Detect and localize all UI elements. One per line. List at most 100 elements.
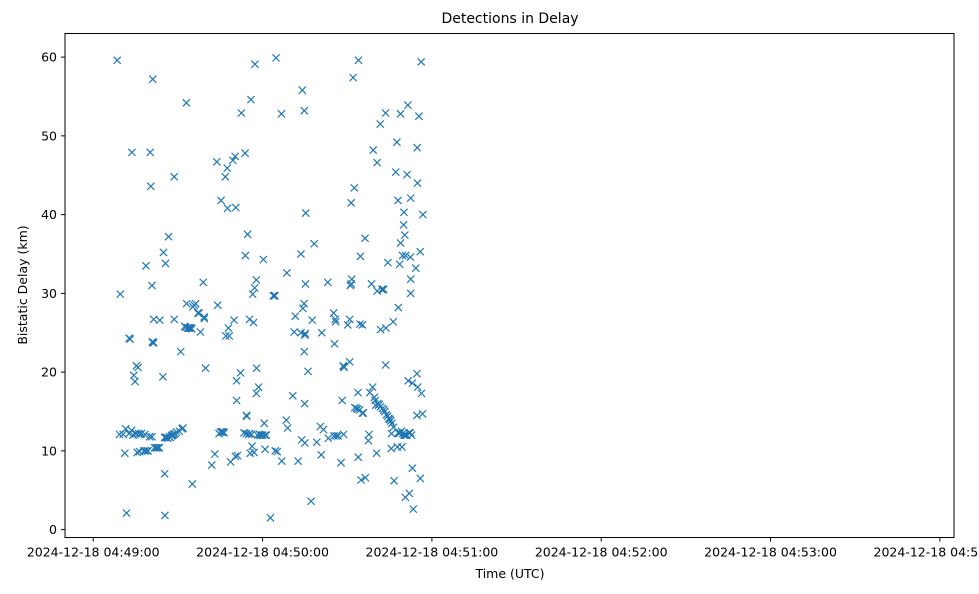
data-point: [252, 389, 261, 398]
data-point: [231, 452, 240, 461]
data-point: [418, 210, 427, 219]
data-point: [317, 450, 326, 459]
data-point: [188, 479, 197, 488]
data-point: [334, 431, 343, 440]
data-point: [232, 396, 241, 405]
data-point: [301, 279, 310, 288]
data-point: [232, 376, 241, 385]
data-point: [154, 443, 163, 452]
data-point: [250, 60, 259, 69]
data-point: [369, 146, 378, 155]
data-point: [409, 505, 418, 514]
data-point: [379, 285, 388, 294]
data-point: [386, 416, 395, 425]
data-point: [228, 156, 237, 165]
data-point: [331, 315, 340, 324]
data-point: [116, 290, 125, 299]
data-point: [417, 389, 426, 398]
data-point: [406, 194, 415, 203]
data-point: [405, 489, 414, 498]
data-point: [398, 251, 407, 260]
data-point: [329, 309, 338, 318]
data-point: [272, 53, 281, 62]
data-point: [258, 431, 267, 440]
data-point: [199, 278, 208, 287]
data-point: [113, 56, 122, 65]
data-point: [170, 172, 179, 181]
data-point: [401, 251, 410, 260]
data-point: [408, 464, 417, 473]
y-tick-label: 0: [49, 522, 57, 537]
data-point: [141, 261, 151, 270]
data-point: [406, 289, 415, 298]
data-point: [243, 230, 252, 239]
data-point: [343, 320, 352, 329]
data-point: [347, 275, 356, 284]
data-point: [140, 430, 149, 439]
y-tick-label: 50: [41, 128, 57, 143]
data-point: [133, 448, 142, 457]
data-point: [254, 383, 263, 392]
data-point: [147, 281, 156, 290]
data-point: [396, 109, 405, 118]
data-point: [231, 203, 240, 212]
data-point: [399, 220, 408, 229]
x-tick-label: 2024-12-18 04:49:00: [27, 545, 160, 560]
data-point: [217, 196, 226, 205]
data-point: [354, 56, 363, 65]
data-point: [212, 157, 221, 166]
data-point: [248, 442, 257, 451]
data-point: [161, 259, 170, 268]
data-point: [414, 112, 423, 121]
data-point: [252, 364, 261, 373]
data-point: [368, 383, 377, 392]
data-point: [300, 299, 309, 308]
data-point: [155, 316, 164, 325]
data-point: [191, 299, 200, 308]
data-point: [301, 209, 310, 218]
x-axis-ticks: 2024-12-18 04:49:00 2024-12-18 04:50:00 20…: [27, 537, 979, 560]
data-point: [400, 431, 409, 440]
data-point: [359, 409, 368, 418]
data-point: [127, 426, 136, 435]
data-point: [298, 86, 307, 95]
data-point: [383, 258, 392, 267]
data-point: [260, 419, 269, 428]
data-point: [301, 329, 310, 338]
data-point: [393, 196, 403, 205]
x-tick-label: 2024-12-18 04:51:00: [366, 545, 499, 560]
data-point: [296, 249, 305, 259]
data-point: [250, 448, 259, 457]
data-point: [387, 444, 396, 453]
x-axis-label: Time (UTC): [474, 566, 544, 581]
data-point: [417, 57, 426, 66]
data-point: [300, 106, 309, 115]
data-point: [248, 290, 257, 299]
data-point: [207, 461, 216, 470]
data-point: [338, 396, 347, 405]
data-point: [406, 253, 415, 262]
data-point: [376, 120, 385, 129]
data-point: [330, 339, 339, 348]
data-point: [261, 445, 270, 454]
x-tick-label: 2024-12-18 04:53:00: [704, 545, 837, 560]
data-point: [230, 316, 239, 325]
data-point: [364, 436, 373, 445]
y-tick-label: 20: [41, 365, 57, 380]
data-point: [126, 335, 135, 344]
data-point: [310, 239, 319, 248]
data-point: [178, 424, 187, 433]
data-point: [381, 361, 390, 370]
data-point: [266, 513, 275, 522]
data-point: [242, 412, 251, 421]
data-point: [300, 347, 309, 356]
data-point: [231, 152, 240, 161]
data-point: [394, 303, 403, 312]
data-point: [361, 473, 370, 482]
data-point: [200, 312, 209, 322]
data-point: [250, 283, 259, 292]
data-point: [397, 442, 406, 451]
data-point: [187, 324, 196, 333]
data-point: [233, 451, 242, 460]
data-point: [261, 431, 270, 440]
